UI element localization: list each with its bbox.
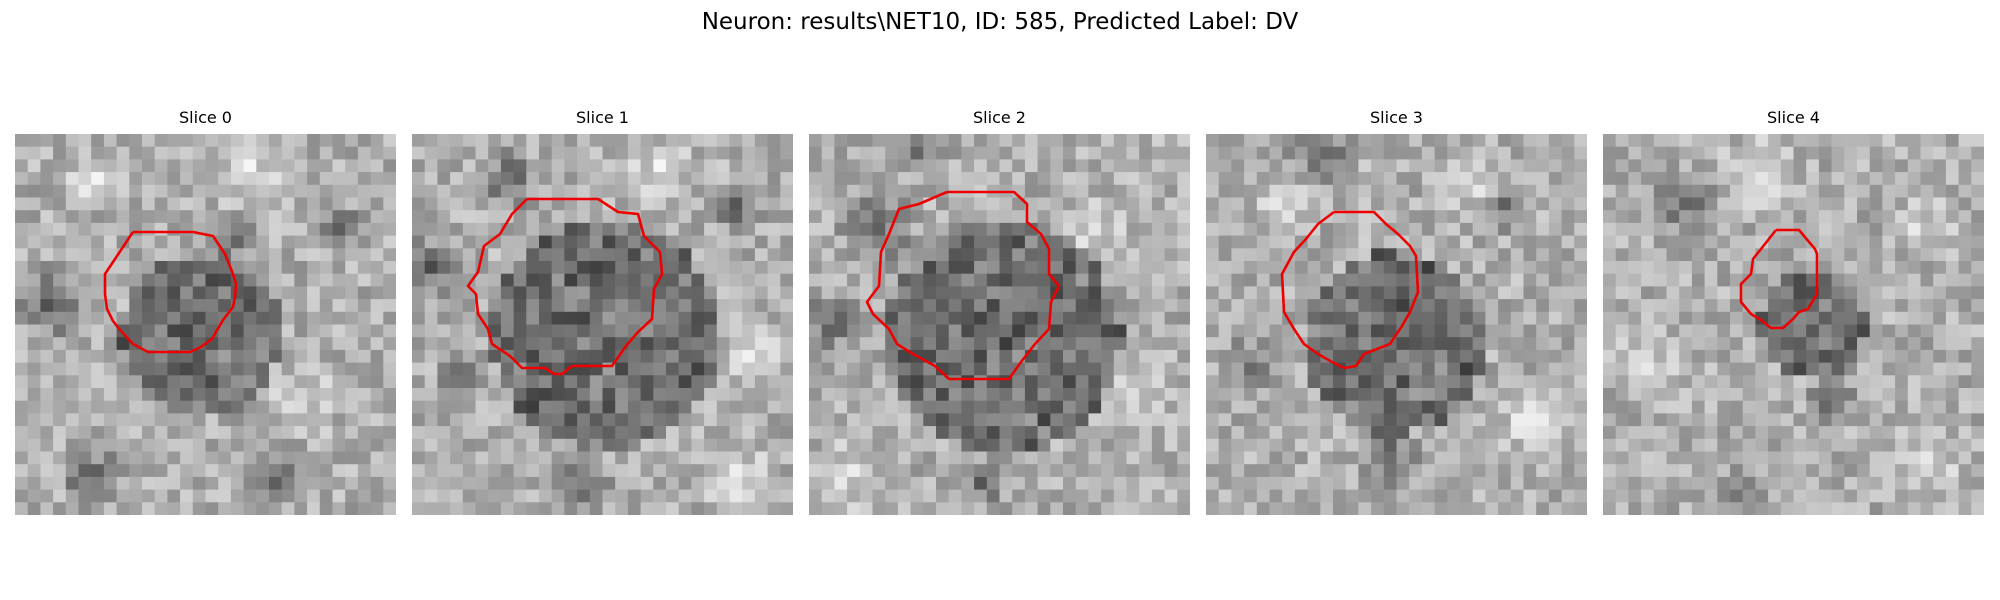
slice-image-0 [15,134,396,515]
pixel-grid [412,134,793,515]
slice-panel-4: Slice 4 [1603,108,1984,518]
slice-title-3: Slice 3 [1370,108,1423,127]
figure-title: Neuron: results\NET10, ID: 585, Predicte… [701,9,1299,35]
slice-title-1: Slice 1 [576,108,629,127]
slice-panel-1: Slice 1 [412,108,793,518]
pixel-grid [1603,134,1984,515]
slice-image-4 [1603,134,1984,515]
slice-panel-3: Slice 3 [1206,108,1587,518]
segmentation-contour [1739,228,1819,330]
segmentation-contour [103,230,238,354]
slice-image-1 [412,134,793,515]
pixel-grid [15,134,396,515]
slice-title-2: Slice 2 [973,108,1026,127]
slice-panel-0: Slice 0 [15,108,396,518]
slice-image-2 [809,134,1190,515]
segmentation-contour [1280,210,1420,370]
slice-title-0: Slice 0 [179,108,232,127]
slice-title-4: Slice 4 [1767,108,1820,127]
slice-image-3 [1206,134,1587,515]
slice-panel-2: Slice 2 [809,108,1190,518]
segmentation-contour [466,197,664,376]
pixel-grid [1206,134,1587,515]
segmentation-contour [865,190,1061,381]
pixel-grid [809,134,1190,515]
